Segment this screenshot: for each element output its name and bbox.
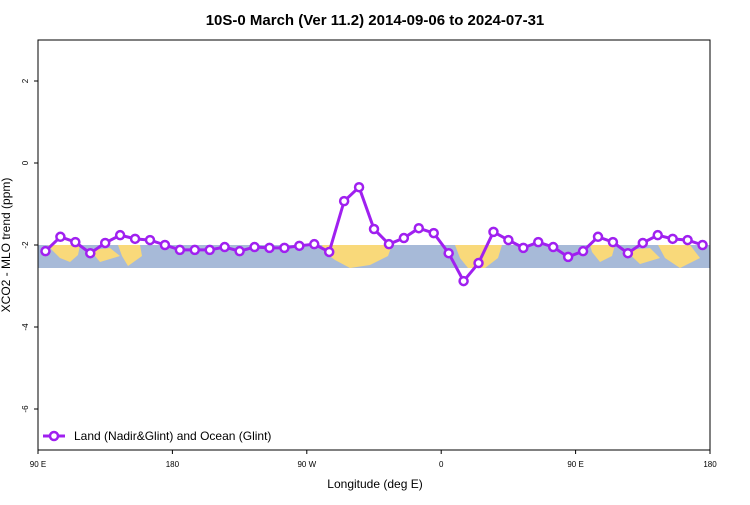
data-point <box>592 231 604 243</box>
data-point <box>488 226 499 238</box>
data-point <box>189 244 201 256</box>
data-point <box>85 247 96 259</box>
data-point <box>383 238 395 250</box>
data-point <box>323 246 335 258</box>
data-point <box>40 245 51 257</box>
x-tick-label: 90 E <box>567 460 583 469</box>
y-tick-label: -4 <box>21 323 30 331</box>
map-strip <box>38 245 710 268</box>
data-point <box>518 242 529 254</box>
data-point <box>682 234 693 246</box>
data-point <box>70 236 81 248</box>
data-point <box>204 244 215 256</box>
data-point <box>174 244 186 256</box>
data-point <box>637 237 649 249</box>
y-axis-label: XCO2 - MLO trend (ppm) <box>0 178 13 313</box>
legend-label: Land (Nadir&Glint) and Ocean (Glint) <box>74 429 271 443</box>
data-point <box>249 241 260 253</box>
data-point <box>503 234 514 246</box>
data-point <box>413 222 425 234</box>
chart-title: 10S-0 March (Ver 11.2) 2014-09-06 to 202… <box>206 12 545 29</box>
data-point <box>697 239 708 251</box>
data-point <box>473 257 484 269</box>
data-point <box>607 236 619 248</box>
y-tick-label: -6 <box>21 405 30 413</box>
x-tick-label: 180 <box>703 460 717 469</box>
data-point <box>458 275 469 287</box>
data-point <box>622 247 634 259</box>
data-point <box>159 239 171 251</box>
data-point <box>338 195 350 207</box>
data-point <box>577 245 589 257</box>
data-point <box>353 181 365 193</box>
data-point <box>234 245 245 257</box>
y-tick-label: 0 <box>21 160 30 165</box>
x-tick-label: 90 E <box>30 460 46 469</box>
x-tick-label: 0 <box>439 460 444 469</box>
x-axis-label: Longitude (deg E) <box>327 477 422 491</box>
legend-marker <box>48 430 60 442</box>
data-point <box>533 236 544 248</box>
data-point <box>114 229 126 241</box>
data-point <box>264 242 275 254</box>
x-tick-label: 180 <box>166 460 180 469</box>
data-point <box>667 233 678 245</box>
data-point <box>368 223 380 235</box>
data-point <box>294 240 305 252</box>
data-point <box>129 233 141 245</box>
data-point <box>219 241 230 253</box>
data-point <box>428 227 439 239</box>
data-point <box>279 242 290 254</box>
data-point <box>309 238 320 250</box>
data-point <box>652 229 663 241</box>
data-point <box>144 234 156 246</box>
data-point <box>562 251 574 263</box>
data-point <box>398 232 410 244</box>
data-point <box>99 237 111 249</box>
x-tick-label: 90 W <box>297 460 316 469</box>
y-tick-label: 2 <box>21 78 30 83</box>
y-tick-label: -2 <box>21 241 30 249</box>
data-point <box>443 247 454 259</box>
data-point <box>547 241 559 253</box>
data-point <box>55 231 66 243</box>
